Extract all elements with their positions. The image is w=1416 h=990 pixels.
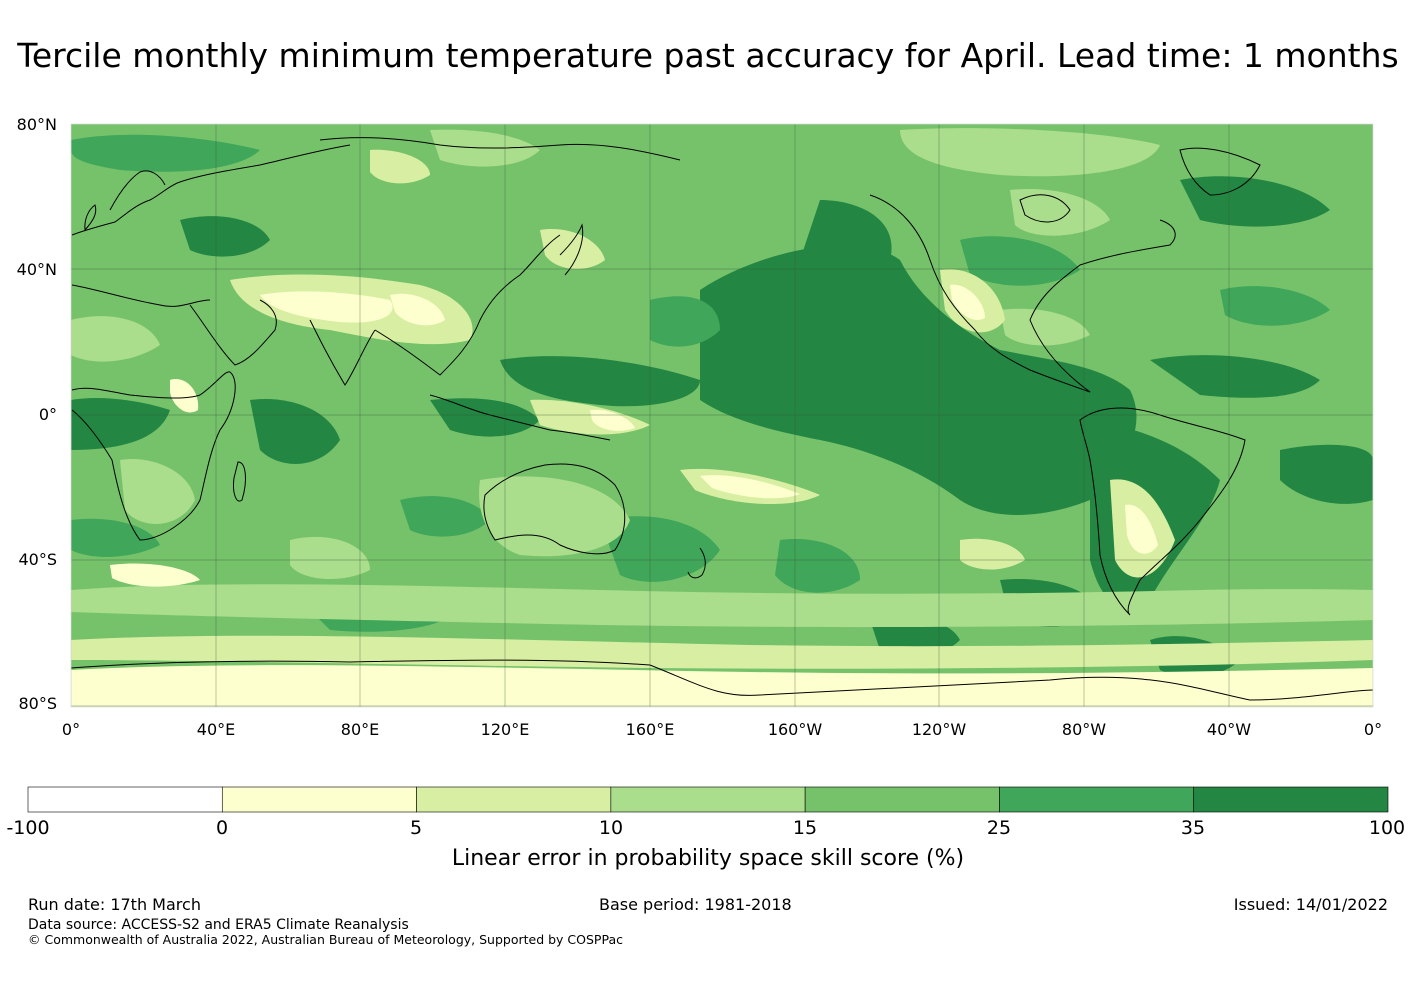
colorbar [27,786,1389,813]
north-america-east-coast [1029,219,1176,393]
colorbar-tick: 0 [215,817,229,839]
run-date: Run date: 17th March [28,895,201,914]
colorbar-tick: 5 [409,817,423,839]
indonesia-coast [429,394,611,441]
lon-label-0-west: 0° [61,720,81,739]
africa-coast [71,371,236,541]
lon-label-40w: 40°W [1206,720,1252,739]
madagascar-coast [233,461,246,502]
colorbar-segment [1193,786,1389,813]
colorbar-segment [221,786,417,813]
issued-date: Issued: 14/01/2022 [1233,895,1388,914]
asia-east-coast [374,234,561,376]
lat-label-40n: 40°N [16,260,57,279]
antarctica-coast [71,659,1373,701]
map-frame [70,123,1374,708]
arabia-coast [189,299,277,366]
colorbar-label: Linear error in probability space skill … [451,846,965,871]
mediterranean-coast [71,284,211,307]
colorbar-segment [999,786,1195,813]
colorbar-segment [804,786,1000,813]
lon-label-120w: 120°W [911,720,967,739]
lon-label-80w: 80°W [1061,720,1107,739]
colorbar-tick: 25 [986,817,1012,839]
lon-label-160w: 160°W [767,720,823,739]
arctic-coast [319,137,681,161]
colorbar-tick: 35 [1180,817,1206,839]
colorbar-tick: 100 [1368,817,1406,839]
new-zealand-coast [687,547,706,579]
lat-label-80s: 80°S [18,694,57,713]
japan-coast [559,223,584,276]
lon-label-0-east: 0° [1363,720,1383,739]
colorbar-segment [27,786,223,813]
south-america-coast [1079,407,1246,616]
gridlines [71,124,1373,707]
lon-label-160e: 160°E [625,720,675,739]
colorbar-segment [610,786,806,813]
scandinavia-coast [109,170,166,211]
colorbar-segment [416,786,612,813]
lon-label-80e: 80°E [340,720,380,739]
lat-label-0: 0° [38,405,57,424]
europe-coast [71,144,351,236]
base-period: Base period: 1981-2018 [599,895,792,914]
britain-coast [84,204,97,232]
lon-label-120e: 120°E [480,720,530,739]
skill-field-mid [71,128,1373,628]
colorbar-tick: 15 [792,817,818,839]
north-america-coast [869,194,1091,393]
australia-coast [483,463,626,555]
page-title: Tercile monthly minimum temperature past… [17,36,1399,75]
lon-label-40e: 40°E [196,720,236,739]
india-coast [309,319,376,386]
coastlines [71,137,1373,701]
lat-label-40s: 40°S [18,550,57,569]
greenland-coast [1179,147,1261,196]
colorbar-tick: -100 [6,817,50,839]
data-source: Data source: ACCESS-S2 and ERA5 Climate … [28,917,409,933]
lat-label-80n: 80°N [16,115,57,134]
colorbar-tick: 10 [598,817,624,839]
hudson-bay-coast [1019,194,1071,223]
copyright: © Commonwealth of Australia 2022, Austra… [28,932,623,947]
skill-field-lowest [71,284,1373,707]
